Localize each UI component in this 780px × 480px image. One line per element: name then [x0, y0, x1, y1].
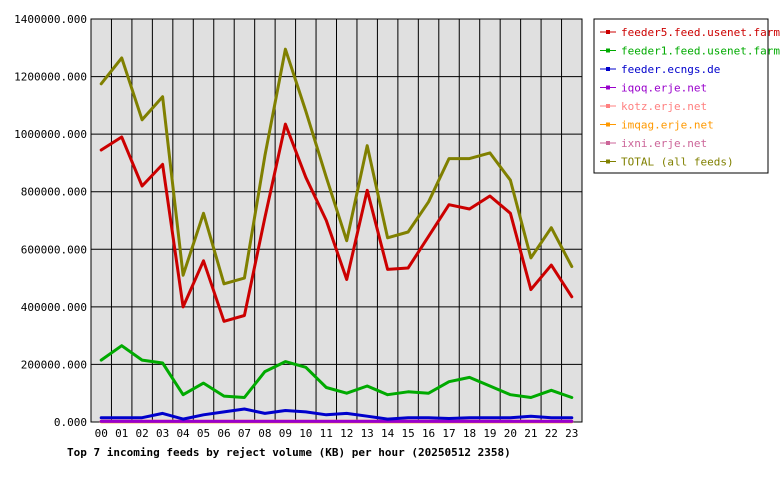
- x-tick-label: 10: [299, 427, 312, 440]
- x-tick-label: 03: [156, 427, 169, 440]
- x-tick-label: 07: [238, 427, 251, 440]
- legend-box: [593, 18, 769, 174]
- chart-title: Top 7 incoming feeds by reject volume (K…: [67, 446, 511, 459]
- x-tick-label: 05: [197, 427, 210, 440]
- y-tick-label: 800000.000: [21, 186, 87, 199]
- series-line-1: [99, 344, 574, 399]
- legend-marker: [606, 48, 610, 53]
- series-line-7: [99, 47, 574, 286]
- legend-entry: feeder.ecngs.de: [621, 63, 720, 76]
- legend-marker: [606, 67, 610, 71]
- x-tick-label: 01: [115, 427, 128, 440]
- legend-marker: [606, 141, 610, 145]
- x-tick-label: 18: [463, 427, 476, 440]
- legend-entry: kotz.erje.net: [621, 100, 707, 113]
- series-line-2: [99, 407, 574, 421]
- y-tick-label: 400000.000: [21, 301, 87, 314]
- x-tick-label: 11: [320, 427, 333, 440]
- legend-marker: [606, 104, 610, 108]
- y-tick-label: 1000000.000: [14, 128, 87, 141]
- legend-marker: [606, 159, 610, 164]
- y-tick-label: 1200000.000: [14, 71, 87, 84]
- x-tick-label: 06: [217, 427, 230, 440]
- series-line-0: [99, 122, 574, 323]
- x-tick-label: 14: [381, 427, 395, 440]
- x-tick-label: 13: [361, 427, 374, 440]
- legend-marker: [606, 122, 610, 127]
- x-tick-label: 16: [422, 427, 435, 440]
- x-tick-label: 00: [95, 427, 108, 440]
- legend-entry: ixni.erje.net: [621, 137, 707, 150]
- legend-entry: imqag.erje.net: [621, 119, 714, 132]
- y-tick-label: 0.000: [54, 416, 87, 429]
- x-tick-label: 12: [340, 427, 353, 440]
- x-tick-label: 22: [545, 427, 558, 440]
- legend-marker: [606, 30, 610, 34]
- y-tick-label: 200000.000: [21, 358, 87, 371]
- legend-entry: iqoq.erje.net: [621, 82, 707, 95]
- x-tick-label: 02: [136, 427, 149, 440]
- x-tick-label: 15: [401, 427, 414, 440]
- legend-entry: feeder5.feed.usenet.farm: [621, 26, 780, 39]
- y-tick-labels: 0.000 200000.000 400000.000 600000.000 80000…: [14, 13, 87, 429]
- x-tick-label: 04: [176, 427, 190, 440]
- legend-entry: TOTAL (all feeds): [621, 156, 734, 169]
- legend-entry: feeder1.feed.usenet.farm: [621, 45, 780, 58]
- x-tick-label: 17: [442, 427, 455, 440]
- series-lines: [99, 47, 574, 424]
- y-tick-label: 1400000.000: [14, 13, 87, 26]
- grid: [91, 19, 582, 422]
- x-tick-label: 23: [565, 427, 578, 440]
- y-tick-label: 600000.000: [21, 243, 87, 256]
- x-tick-labels: 00 01 02 03 04 05 06 07 08 09 10 11 12 13 14 15 16 17 18 19…: [95, 427, 579, 440]
- x-tick-label: 21: [524, 427, 537, 440]
- x-tick-label: 09: [279, 427, 292, 440]
- x-tick-label: 20: [504, 427, 517, 440]
- x-tick-label: 19: [483, 427, 496, 440]
- legend-marker: [606, 85, 610, 90]
- legend: feeder5.feed.usenet.farm feeder1.feed.use…: [593, 18, 780, 174]
- x-tick-label: 08: [258, 427, 271, 440]
